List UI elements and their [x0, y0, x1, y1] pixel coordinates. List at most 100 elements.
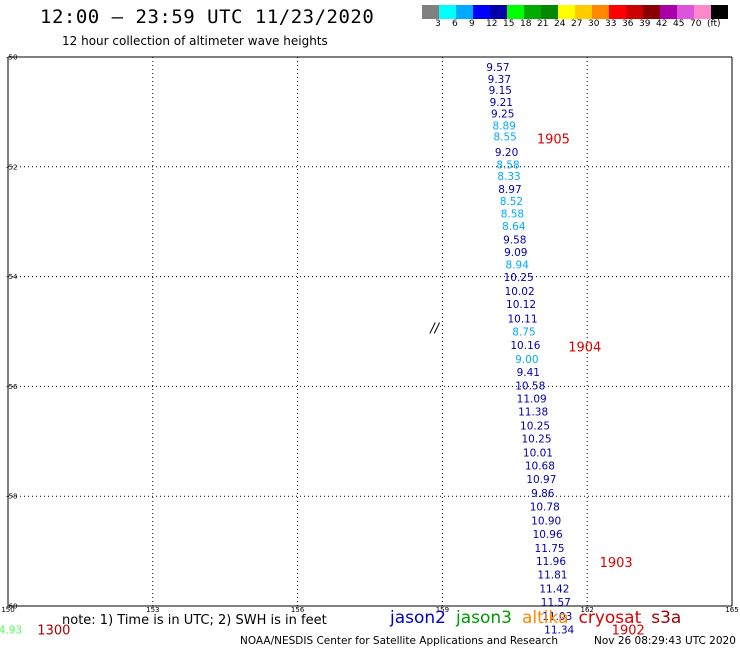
- data-point-label: 10.90: [531, 515, 561, 527]
- data-point-label: 10.97: [526, 474, 556, 486]
- legend-swatch: [473, 5, 490, 19]
- legend-swatch: [558, 5, 575, 19]
- legend-swatch: [694, 5, 711, 19]
- satellite-name: altika: [522, 608, 569, 628]
- data-point-label: 11.57: [541, 597, 571, 609]
- y-tick-label: -60: [6, 603, 17, 611]
- y-tick-label: -54: [6, 273, 18, 281]
- chart-title: 12:00 – 23:59 UTC 11/23/2020: [40, 6, 375, 28]
- data-point-label: 10.68: [525, 460, 555, 472]
- data-point-label: 8.75: [512, 327, 535, 339]
- legend-label: 70: [690, 19, 702, 29]
- footer-timestamp: Nov 26 08:29:43 UTC 2020: [594, 635, 736, 647]
- legend-label: 24: [554, 19, 566, 29]
- legend-swatch: [507, 5, 524, 19]
- legend-swatch: [626, 5, 643, 19]
- legend-swatch: [456, 5, 473, 19]
- legend-label: 15: [503, 19, 515, 29]
- axis-ticks: 150 153 156 159 162 165 -50 -52 -54 -56 -58 -60: [1, 54, 738, 615]
- time-label: 1903: [600, 556, 633, 571]
- data-point-label: 10.12: [506, 299, 536, 311]
- data-point-label: 9.09: [504, 247, 527, 259]
- data-point-label: 11.38: [518, 407, 548, 419]
- legend-swatch: [643, 5, 660, 19]
- time-label: 1904: [568, 340, 601, 355]
- grid-lines: [7, 56, 733, 607]
- legend-label: 36: [622, 19, 634, 29]
- legend-label: 42: [656, 19, 668, 29]
- data-point-label: 10.78: [530, 502, 560, 514]
- legend-swatch: [677, 5, 694, 19]
- legend-labels: 3 6 9 12 15 18 21 24 27 30 33 36 39 42 45 70 (ft): [422, 19, 740, 31]
- y-tick-label: -52: [6, 163, 17, 171]
- legend-swatch: [541, 5, 558, 19]
- satellite-name: jason2: [390, 608, 446, 628]
- data-point-label: 8.52: [500, 196, 523, 208]
- x-tick-label: 165: [725, 606, 738, 614]
- time-label: 1905: [537, 132, 570, 147]
- data-point-label: 10.25: [504, 272, 534, 284]
- footer-credit: NOAA/NESDIS Center for Satellite Applica…: [240, 635, 558, 647]
- data-point-label: 10.58: [515, 380, 545, 392]
- data-point-label: 11.81: [537, 570, 567, 582]
- data-point-label: 9.58: [503, 234, 526, 246]
- legend-swatch: [592, 5, 609, 19]
- markers: //: [429, 322, 440, 337]
- legend-label: 39: [639, 19, 651, 29]
- data-point-label: 8.33: [497, 171, 520, 183]
- satellite-name: cryosat: [578, 608, 642, 628]
- legend-swatch: [524, 5, 541, 19]
- data-point-label: 9.21: [490, 97, 513, 109]
- legend-label: 21: [537, 19, 549, 29]
- y-tick-label: -56: [6, 383, 18, 391]
- y-tick-label: -58: [6, 493, 17, 501]
- chart-note: note: 1) Time is in UTC; 2) SWH is in fe…: [62, 613, 327, 628]
- data-point-label: 8.55: [493, 132, 516, 144]
- satellite-name: s3a: [651, 608, 682, 628]
- data-point-label: 10.02: [505, 286, 535, 298]
- chart-subtitle: 12 hour collection of altimeter wave hei…: [62, 34, 328, 48]
- data-point-label: 9.15: [489, 85, 512, 97]
- legend-label: 18: [520, 19, 532, 29]
- data-point-label: 11.34: [544, 625, 574, 637]
- data-point-label: 9.20: [495, 147, 518, 159]
- data-point-label: 9.41: [517, 367, 540, 379]
- legend-swatches: [422, 5, 740, 19]
- satellite-name: jason3: [456, 608, 512, 628]
- time-labels: 1905 1904 1903 1902 1300: [37, 132, 644, 638]
- y-tick-label: -50: [6, 54, 17, 62]
- legend-label: 3: [435, 19, 441, 29]
- x-tick-label: 156: [291, 606, 305, 614]
- data-point-label: 11.09: [517, 393, 547, 405]
- data-point-label: 10.01: [523, 447, 553, 459]
- data-point-label: 8.97: [498, 184, 521, 196]
- legend-swatch: [711, 5, 728, 19]
- data-point-label: 9.57: [486, 62, 509, 74]
- data-points: 9.579.379.159.219.258.898.559.208.588.33…: [0, 62, 575, 637]
- legend-label: 33: [605, 19, 617, 29]
- data-point-label: 11.03: [542, 611, 572, 623]
- data-point-label: 8.89: [492, 121, 515, 133]
- data-point-label: 9.86: [531, 488, 555, 500]
- legend-label: (ft): [707, 19, 721, 29]
- legend-label: 9: [469, 19, 475, 29]
- data-point-label: 11.75: [535, 543, 565, 555]
- legend-swatch: [439, 5, 456, 19]
- data-point-label: 11.96: [536, 556, 566, 568]
- data-point-label: 4.93: [0, 625, 22, 637]
- legend-label: 6: [452, 19, 458, 29]
- legend-label: 27: [571, 19, 583, 29]
- data-point-label: 10.16: [510, 340, 540, 352]
- data-point-label: 9.25: [491, 109, 514, 121]
- track-marker: //: [429, 322, 440, 337]
- x-tick-label: 153: [146, 606, 159, 614]
- legend-label: 12: [486, 19, 498, 29]
- data-point-label: 10.11: [507, 313, 537, 325]
- color-legend: 3 6 9 12 15 18 21 24 27 30 33 36 39 42 45 70 (ft): [422, 5, 740, 31]
- legend-swatch: [575, 5, 592, 19]
- satellite-legend: jason2 jason3 altika cryosat s3a: [390, 608, 691, 628]
- data-point-label: 11.42: [539, 583, 569, 595]
- legend-swatch: [609, 5, 626, 19]
- data-point-label: 8.58: [496, 160, 519, 172]
